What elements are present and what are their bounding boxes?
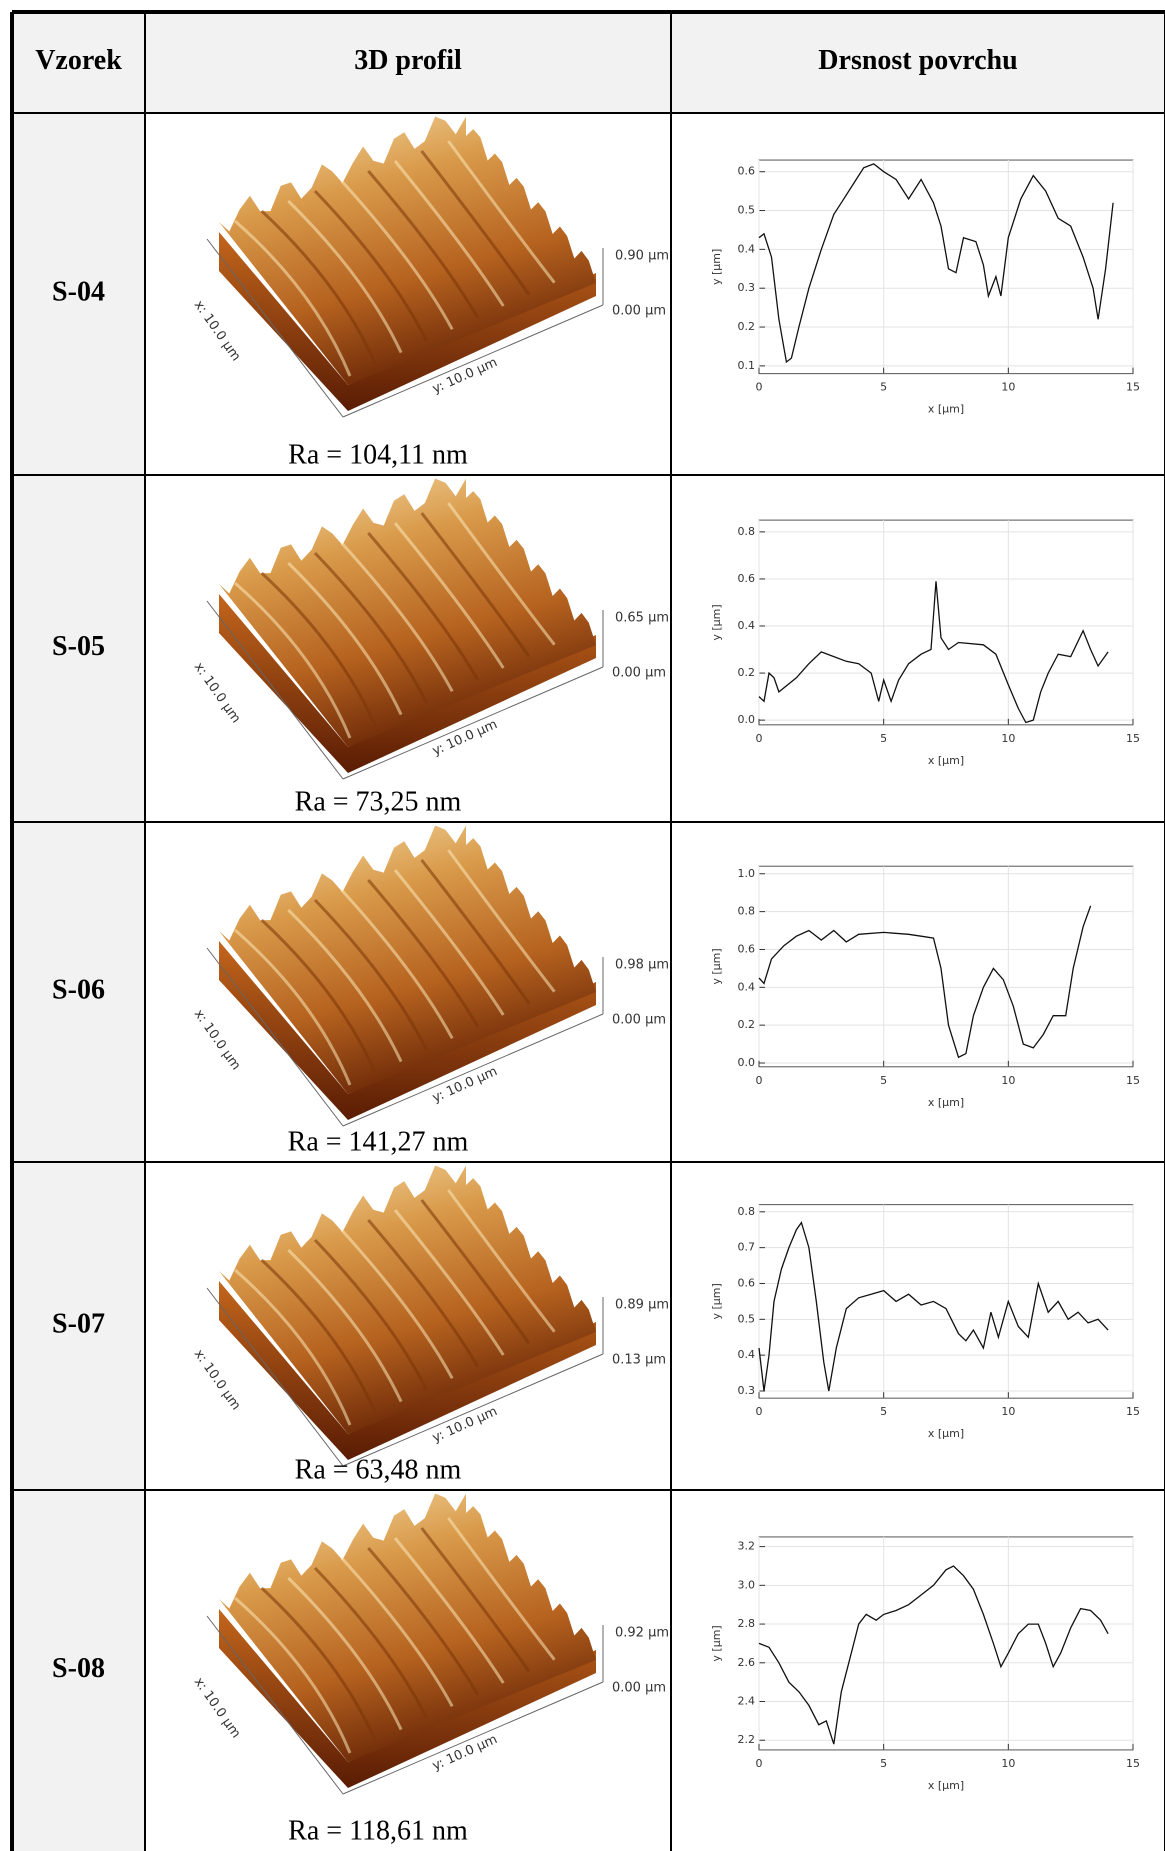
- x-tick-label: 0: [756, 381, 763, 394]
- y-tick-label: 2.6: [738, 1656, 756, 1669]
- page: Vzorek 3D profil Drsnost povrchu S-04 x: 10.…: [0, 0, 1165, 1851]
- header-cell: Vzorek: [35, 45, 122, 76]
- y-tick-label: 0.0: [738, 1056, 756, 1069]
- y-tick-label: 0.5: [738, 1312, 756, 1325]
- y-axis-title: y [µm]: [710, 604, 723, 640]
- header-cell: Drsnost povrchu: [818, 45, 1017, 76]
- y-tick-label: 1.0: [738, 867, 756, 880]
- y-tick-label: 0.3: [738, 281, 756, 294]
- z-min-label: 0.00 µm: [612, 1681, 666, 1696]
- y-tick-label: 2.2: [738, 1733, 756, 1746]
- x-tick-label: 5: [880, 1405, 887, 1418]
- y-tick-label: 0.2: [738, 320, 756, 333]
- y-tick-label: 0.6: [738, 572, 756, 585]
- sample-label: S-05: [52, 631, 105, 662]
- y-tick-label: 2.8: [738, 1617, 756, 1630]
- sample-label: S-06: [52, 974, 105, 1005]
- plot-frame: [759, 866, 1133, 1067]
- z-min-label: 0.13 µm: [612, 1353, 666, 1368]
- x-tick-label: 15: [1126, 732, 1140, 745]
- x-tick-label: 0: [756, 1074, 763, 1087]
- x-tick-label: 5: [880, 381, 887, 394]
- z-max-label: 0.90 µm: [615, 249, 669, 264]
- y-tick-label: 0.2: [738, 1018, 756, 1031]
- x-axis-title: x [µm]: [928, 1096, 964, 1109]
- y-axis-title: y [µm]: [710, 948, 723, 984]
- y-tick-label: 0.6: [738, 942, 756, 955]
- z-min-label: 0.00 µm: [612, 304, 666, 319]
- x-tick-label: 10: [1001, 1074, 1015, 1087]
- x-tick-label: 5: [880, 1757, 887, 1770]
- y-tick-label: 0.8: [738, 525, 756, 538]
- z-max-label: 0.98 µm: [615, 958, 669, 973]
- y-tick-label: 0.4: [738, 980, 756, 993]
- y-tick-label: 0.8: [738, 905, 756, 918]
- x-axis-label: x: 10.0 µm: [191, 1347, 244, 1413]
- x-axis-label: x: 10.0 µm: [191, 1675, 244, 1741]
- sample-label: S-07: [52, 1308, 105, 1339]
- y-tick-label: 0.1: [738, 359, 756, 372]
- z-max-label: 0.65 µm: [615, 611, 669, 626]
- x-tick-label: 5: [880, 1074, 887, 1087]
- surface-top: [219, 826, 596, 1094]
- x-axis-title: x [µm]: [928, 403, 964, 416]
- y-tick-label: 0.6: [738, 1276, 756, 1289]
- ra-value: Ra = 118,61 nm: [288, 1815, 468, 1846]
- x-tick-label: 10: [1001, 381, 1015, 394]
- surface-top: [219, 1166, 596, 1434]
- surface-top: [219, 479, 596, 747]
- surface-top: [219, 117, 596, 385]
- ra-value: Ra = 104,11 nm: [288, 439, 468, 470]
- x-tick-label: 0: [756, 1405, 763, 1418]
- x-tick-label: 5: [880, 732, 887, 745]
- x-tick-label: 10: [1001, 1405, 1015, 1418]
- x-axis-title: x [µm]: [928, 1427, 964, 1440]
- z-max-label: 0.92 µm: [615, 1626, 669, 1641]
- z-min-label: 0.00 µm: [612, 666, 666, 681]
- z-min-label: 0.00 µm: [612, 1013, 666, 1028]
- x-tick-label: 0: [756, 732, 763, 745]
- surface-top: [219, 1494, 596, 1762]
- x-tick-label: 10: [1001, 1757, 1015, 1770]
- y-tick-label: 0.2: [738, 666, 756, 679]
- y-tick-label: 0.4: [738, 619, 756, 632]
- x-axis-label: x: 10.0 µm: [191, 1007, 244, 1073]
- y-tick-label: 3.2: [738, 1540, 756, 1553]
- sample-label: S-04: [52, 276, 105, 307]
- y-tick-label: 0.3: [738, 1384, 756, 1397]
- x-tick-label: 15: [1126, 1405, 1140, 1418]
- y-tick-label: 3.0: [738, 1578, 756, 1591]
- sample-label: S-08: [52, 1653, 105, 1684]
- z-max-label: 0.89 µm: [615, 1298, 669, 1313]
- y-axis-title: y [µm]: [710, 1625, 723, 1661]
- x-axis-label: x: 10.0 µm: [191, 660, 244, 726]
- y-axis-title: y [µm]: [710, 249, 723, 285]
- y-tick-label: 0.4: [738, 1348, 756, 1361]
- y-tick-label: 0.6: [738, 165, 756, 178]
- y-tick-label: 0.0: [738, 713, 756, 726]
- y-tick-label: 0.4: [738, 242, 756, 255]
- y-tick-label: 0.7: [738, 1241, 756, 1254]
- x-axis-title: x [µm]: [928, 754, 964, 767]
- ra-value: Ra = 141,27 nm: [288, 1126, 469, 1157]
- x-tick-label: 0: [756, 1757, 763, 1770]
- ra-value: Ra = 73,25 nm: [295, 786, 462, 817]
- x-axis-title: x [µm]: [928, 1779, 964, 1792]
- x-tick-label: 15: [1126, 381, 1140, 394]
- x-tick-label: 10: [1001, 732, 1015, 745]
- ra-value: Ra = 63,48 nm: [295, 1454, 462, 1485]
- y-axis-title: y [µm]: [710, 1283, 723, 1319]
- y-tick-label: 0.8: [738, 1205, 756, 1218]
- x-axis-label: x: 10.0 µm: [191, 298, 244, 364]
- x-tick-label: 15: [1126, 1074, 1140, 1087]
- plot-frame: [759, 1205, 1133, 1399]
- y-tick-label: 0.5: [738, 204, 756, 217]
- plot-frame: [759, 520, 1133, 725]
- header-cell: 3D profil: [354, 45, 462, 76]
- x-tick-label: 15: [1126, 1757, 1140, 1770]
- y-tick-label: 2.4: [738, 1695, 756, 1708]
